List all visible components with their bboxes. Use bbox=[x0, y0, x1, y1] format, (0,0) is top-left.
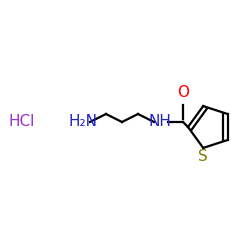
Text: NH: NH bbox=[148, 114, 171, 130]
Text: S: S bbox=[198, 149, 208, 164]
Text: O: O bbox=[177, 85, 189, 100]
Text: HCl: HCl bbox=[9, 114, 35, 130]
Text: H₂N: H₂N bbox=[68, 114, 97, 130]
